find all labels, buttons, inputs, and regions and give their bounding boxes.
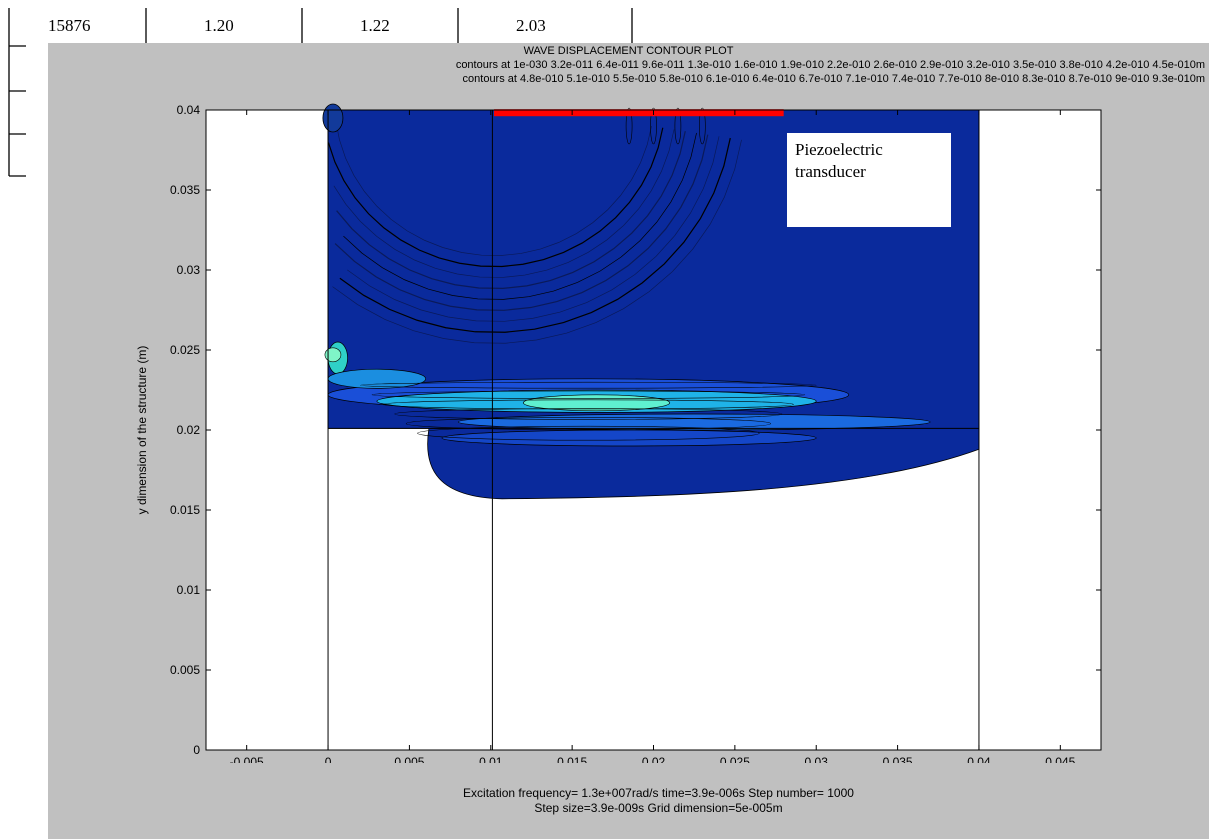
y-axis-label: y dimension of the structure (m) [135,346,149,515]
footer-line-2: Step size=3.9e-009s Grid dimension=5e-00… [534,801,783,815]
contour-figure: WAVE DISPLACEMENT CONTOUR PLOT contours … [48,43,1209,839]
x-tick-label: 0.015 [557,755,587,763]
plot-svg: -0.005 0 0.005 0.01 0.015 0.02 0.025 0.03 0.035 0… [135,103,1102,763]
contour-arc [334,134,709,311]
y-tick-label: 0.02 [177,423,201,437]
contour-arc [343,132,697,300]
y-tick-label: 0.015 [170,503,200,517]
contour-lines [322,103,931,447]
y-tick-label: 0.035 [170,183,200,197]
x-tick-label: 0.005 [394,755,424,763]
contour-line [383,399,794,410]
table-cell: 2.03 [516,16,546,35]
x-tick-label: 0.01 [479,755,503,763]
contour-arc [327,127,664,268]
chart-title: WAVE DISPLACEMENT CONTOUR PLOT [523,45,734,57]
contour-line [394,408,783,420]
x-tick-label: 0.04 [967,755,991,763]
contour-line [360,381,817,389]
table-cell: 15876 [48,16,91,35]
contour-line [674,107,682,145]
contour-levels-line-1: contours at 1e-030 3.2e-011 6.4e-011 9.6… [455,59,1205,71]
table-cell: 1.22 [360,16,390,35]
transducer-annotation: Piezoelectric transducer [787,133,951,227]
contour-arc [336,131,686,289]
annotation-line-1: Piezoelectric [795,140,883,159]
contour-levels-line-2: contours at 4.8e-010 5.1e-010 5.5e-010 5… [462,73,1205,85]
contour-band [441,429,817,447]
contour-arc [333,129,675,278]
background-table: 15876 1.20 1.22 2.03 [0,0,640,180]
footer-line-1: Excitation frequency= 1.3e+007rad/s time… [463,786,854,800]
background-table-lines [8,8,633,177]
contour-peak [324,347,342,363]
y-tick-label: 0 [193,743,200,757]
contour-line [322,103,344,133]
x-tick-label: 0.045 [1045,755,1075,763]
contour-line [650,107,657,145]
contour-band [327,368,427,389]
transducer-bar [494,109,784,117]
y-tick-label: 0.03 [177,263,201,277]
x-tick-label: 0.035 [883,755,913,763]
contour-arc [339,137,731,333]
y-tick-label: 0.04 [177,103,201,117]
x-tick-label: 0.025 [720,755,750,763]
annotation-line-2: transducer [795,162,866,181]
y-tick-label: 0.025 [170,343,200,357]
y-tick-label: 0.01 [177,583,201,597]
y-tick-label: 0.005 [170,663,200,677]
contour-line [699,107,706,145]
x-tick-label: 0.02 [642,755,666,763]
x-tick-label: 0.03 [805,755,829,763]
x-tick-label: 0 [325,755,332,763]
contour-line [371,390,806,399]
contour-arc [347,136,720,322]
x-tick-label: -0.005 [230,755,264,763]
table-cell: 1.20 [204,16,234,35]
contour-arc [332,139,742,344]
contour-line [405,417,771,431]
contour-arc [335,120,652,256]
contour-line [417,425,760,441]
contour-line [625,107,633,145]
